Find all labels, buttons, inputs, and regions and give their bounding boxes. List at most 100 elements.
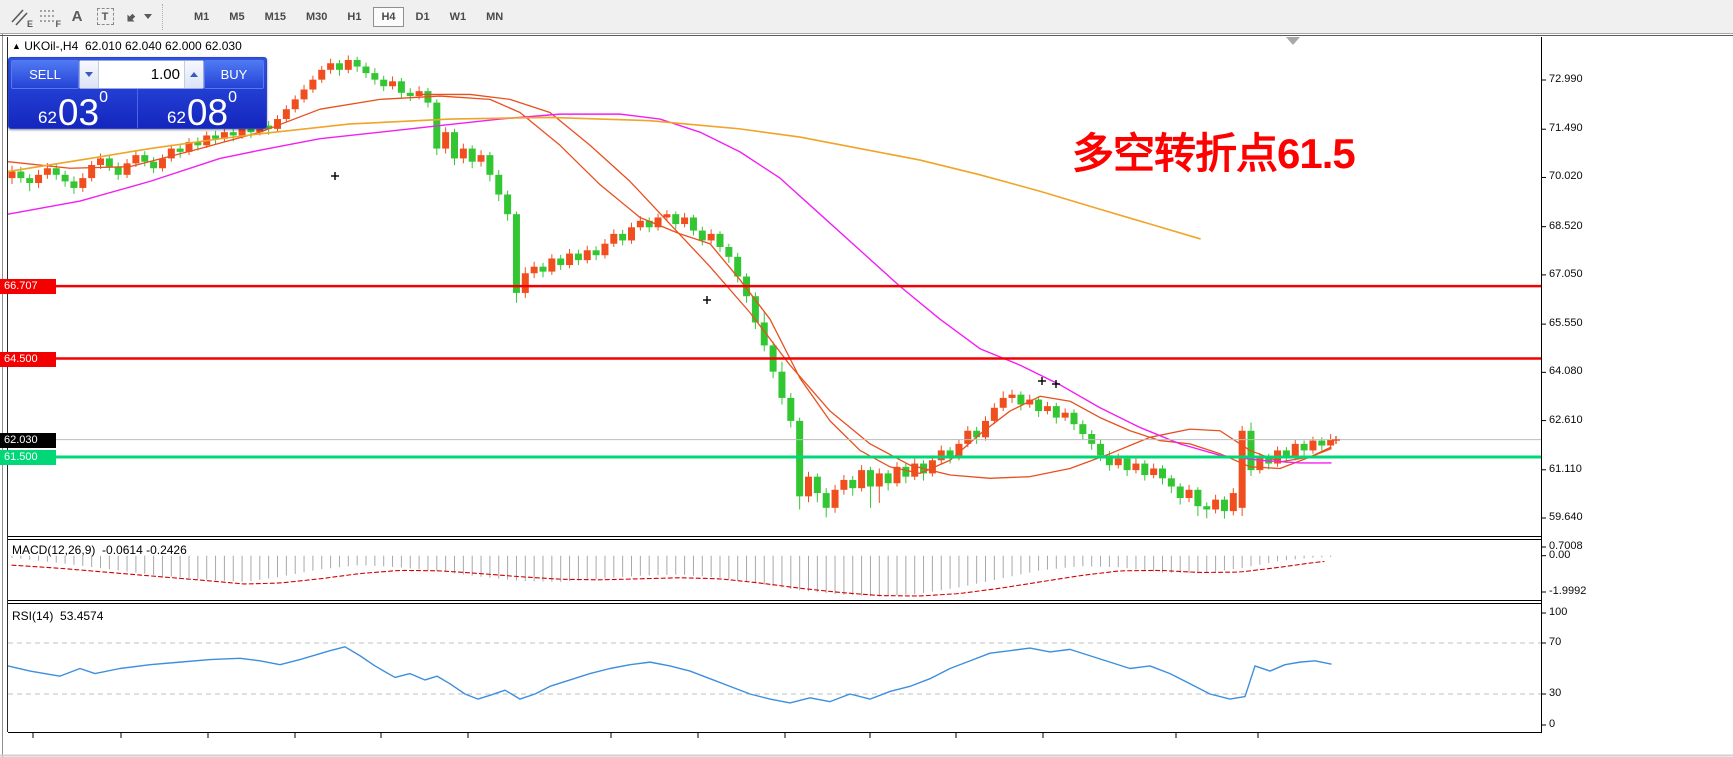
timeframe-button-h4[interactable]: H4 (373, 6, 404, 27)
candle-body (707, 233, 715, 241)
timeframe-button-d1[interactable]: D1 (415, 10, 430, 23)
candle-body (442, 132, 450, 149)
candle-body (495, 174, 503, 195)
candle-body (158, 158, 166, 169)
candle-body (1097, 443, 1105, 456)
candle-body (291, 99, 299, 110)
candle-body (397, 81, 405, 93)
candle-body (486, 155, 494, 175)
candle-body (725, 247, 733, 257)
candle-body (362, 66, 370, 74)
candle-body (185, 142, 193, 152)
timeframe-button-m30[interactable]: M30 (305, 10, 328, 23)
candle-body (17, 171, 25, 179)
candle-body (229, 132, 237, 136)
candle-body (132, 155, 140, 164)
candle-body (335, 63, 343, 70)
candle-body (778, 371, 786, 398)
toolbar: E F A T M1 M5 M15 M30 H1 H4 D1 W1 MN (0, 0, 1733, 34)
candle-body (946, 450, 954, 457)
timeframe-button-m5[interactable]: M5 (229, 10, 245, 23)
candle-body (1141, 463, 1149, 476)
rsi-line (7, 646, 1332, 704)
candle-body (698, 230, 706, 241)
candle-body (672, 214, 680, 225)
ohlc-values: 62.010 62.040 62.000 62.030 (84, 39, 242, 53)
arrows-icon[interactable] (120, 5, 154, 29)
candle-body (751, 296, 759, 323)
candle-body (574, 253, 582, 261)
chart-shift-marker-icon[interactable] (1286, 37, 1300, 45)
volume-decrease-button[interactable] (80, 61, 99, 88)
timeframe-button-m15[interactable]: M15 (264, 10, 286, 23)
collapse-triangle-icon[interactable]: ▲ (12, 41, 21, 51)
candle-body (689, 217, 697, 231)
candle-body (849, 479, 857, 489)
equidistant-channel-icon[interactable]: E (8, 5, 34, 29)
candle-body (371, 73, 379, 80)
candle-body (26, 178, 34, 184)
candle-body (1105, 455, 1113, 466)
rsi-value: 53.4574 (60, 609, 104, 623)
candle-body (831, 489, 839, 508)
candle-body (105, 158, 113, 167)
candle-body (247, 128, 255, 133)
candle-body (601, 243, 609, 256)
line-studies-toolbar: E F A T (0, 5, 156, 29)
candle-body (937, 450, 945, 461)
text-label-icon[interactable]: T (92, 5, 118, 29)
buy-price[interactable]: 62 08 0 (138, 89, 266, 129)
sell-price-small: 62 (38, 108, 57, 127)
timeframe-button-h1[interactable]: H1 (347, 10, 362, 23)
candle-body (636, 220, 644, 228)
candle-body (813, 476, 821, 494)
fibonacci-retracement-icon[interactable]: F (36, 5, 62, 29)
candle-body (1132, 463, 1140, 471)
candle-body (327, 63, 335, 70)
timeframe-button-m1[interactable]: M1 (194, 10, 210, 23)
candle-body (52, 168, 60, 175)
candle-body (1176, 486, 1184, 498)
candle-body (123, 163, 131, 175)
candle-body (389, 81, 397, 87)
candle-body (167, 148, 175, 159)
sell-price[interactable]: 62 03 0 (9, 89, 138, 128)
candle-body (1061, 412, 1069, 418)
candle-body (1327, 439, 1335, 446)
volume-increase-button[interactable] (184, 61, 203, 88)
candle-body (858, 470, 866, 489)
candle-body (512, 214, 520, 293)
timeframe-button-mn[interactable]: MN (486, 10, 504, 23)
buy-button[interactable]: BUY (204, 60, 264, 89)
candle-body (893, 466, 901, 484)
candle-body (1167, 478, 1175, 487)
candle-body (88, 164, 96, 179)
candle-body (1052, 406, 1060, 418)
candle-body (238, 128, 246, 136)
candle-body (583, 250, 591, 261)
ma-fast-red (7, 95, 1332, 475)
candle-body (990, 407, 998, 421)
chart-title: ▲ UKOil-,H4 62.010 62.040 62.000 62.030 (12, 39, 242, 53)
macd-name: MACD(12,26,9) (12, 543, 96, 557)
buy-price-small: 62 (167, 108, 186, 127)
text-icon[interactable]: A (64, 5, 90, 29)
toolbar-underline (0, 35, 1733, 36)
buy-price-big: 08 (186, 91, 229, 129)
candle-body (380, 79, 388, 87)
candle-body (610, 233, 618, 244)
sell-button[interactable]: SELL (11, 60, 79, 89)
candle-body (681, 217, 689, 225)
candle-body (35, 174, 43, 184)
arrows-dropdown-caret-icon[interactable] (143, 14, 152, 19)
timeframe-button-w1[interactable]: W1 (449, 10, 467, 23)
candle-body (840, 479, 848, 490)
candle-body (1291, 443, 1299, 457)
candle-body (141, 155, 149, 162)
candle-body (654, 217, 662, 228)
candle-body (663, 214, 671, 218)
candle-body (70, 181, 78, 188)
volume-input[interactable] (99, 61, 184, 88)
